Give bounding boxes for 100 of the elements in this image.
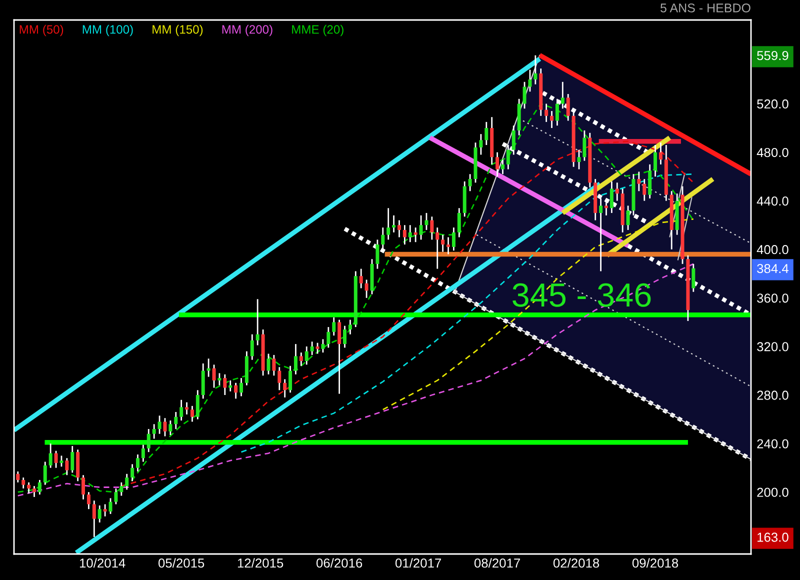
candlestick xyxy=(326,326,330,348)
y-tick-label: 360.0 xyxy=(757,294,788,303)
x-tick-label: 06/2016 xyxy=(316,558,362,568)
candlestick xyxy=(65,457,69,476)
candlestick xyxy=(658,142,662,166)
candlestick xyxy=(392,214,396,234)
candlestick xyxy=(180,399,184,422)
candlestick xyxy=(430,216,434,240)
candlestick xyxy=(654,144,658,178)
candlestick xyxy=(136,454,140,472)
candlestick xyxy=(316,342,320,354)
candlestick xyxy=(359,268,363,289)
candlestick xyxy=(376,238,380,270)
y-tick-label: 480.0 xyxy=(756,148,788,158)
candlestick xyxy=(141,444,145,462)
candlestick xyxy=(27,482,31,494)
candlestick xyxy=(38,479,42,496)
candlestick xyxy=(642,178,646,202)
x-tick-label: 08/2017 xyxy=(474,558,520,568)
candlestick xyxy=(604,200,608,216)
candlestick xyxy=(190,405,194,422)
candlestick xyxy=(534,54,538,86)
text: MM (150) xyxy=(152,24,203,36)
candlestick xyxy=(70,445,74,474)
candlestick xyxy=(496,152,500,178)
candlestick xyxy=(54,450,58,469)
x-tick-label: 12/2015 xyxy=(238,558,284,568)
candlestick xyxy=(22,476,26,490)
candlestick xyxy=(364,279,368,299)
candlestick xyxy=(130,463,134,482)
candlestick xyxy=(256,298,260,346)
y-tick-label: 520.0 xyxy=(757,99,788,109)
candlestick xyxy=(402,224,406,246)
candlestick xyxy=(272,354,276,376)
candlestick xyxy=(528,69,532,92)
chart-title: 5 ANS - HEBDO xyxy=(660,4,750,12)
candlestick xyxy=(441,234,445,252)
candlestick xyxy=(163,417,167,437)
candlestick xyxy=(692,263,696,293)
candlestick xyxy=(457,207,461,238)
x-tick-label: 02/2018 xyxy=(553,558,600,568)
candlestick xyxy=(408,224,412,243)
candlestick xyxy=(48,442,52,469)
candlestick xyxy=(152,423,156,440)
candlestick xyxy=(86,491,90,510)
candlestick xyxy=(146,428,150,453)
candlestick xyxy=(436,226,440,270)
candlestick xyxy=(250,334,254,361)
candlestick xyxy=(174,411,178,430)
candlestick xyxy=(338,319,342,394)
text: MM (100) xyxy=(82,24,133,36)
candlestick xyxy=(419,214,423,240)
candlestick xyxy=(125,473,129,490)
candlestick xyxy=(637,171,641,192)
x-tick-label: 05/2015 xyxy=(158,558,204,568)
line-series xyxy=(240,173,694,453)
candlestick xyxy=(299,352,303,367)
candlestick xyxy=(43,461,47,486)
y-tick-label: 200.0 xyxy=(757,488,788,497)
candlestick xyxy=(82,474,86,500)
candlestick xyxy=(386,207,390,240)
candlestick xyxy=(114,488,118,505)
candlestick xyxy=(120,482,124,496)
candlestick xyxy=(196,389,200,420)
candlestick xyxy=(397,220,401,238)
line-series xyxy=(17,263,694,496)
candlestick xyxy=(60,455,64,468)
candlestick xyxy=(294,343,298,376)
candlestick xyxy=(446,236,450,255)
line-series xyxy=(382,218,694,410)
candlestick xyxy=(32,485,36,498)
candlestick xyxy=(550,110,554,129)
y-tick-label: 559.9 xyxy=(757,50,788,60)
candlestick xyxy=(615,182,619,202)
y-tick-label: 280.0 xyxy=(757,390,788,400)
candlestick xyxy=(582,130,586,162)
candlestick xyxy=(452,226,456,252)
candlestick xyxy=(234,382,238,400)
candlestick xyxy=(168,420,172,436)
text: MME (20) xyxy=(292,24,344,36)
x-tick-label: 01/2017 xyxy=(395,558,441,568)
text: MM (200) xyxy=(222,24,272,36)
candlestick xyxy=(223,374,227,396)
candlestick xyxy=(479,133,483,156)
candlestick xyxy=(544,103,548,123)
y-tick-label: 384.4 xyxy=(757,264,788,274)
candlestick xyxy=(348,319,352,336)
candlestick xyxy=(332,316,336,336)
candlestick xyxy=(103,504,107,518)
candlestick xyxy=(304,346,308,366)
candlestick xyxy=(414,226,418,243)
candlestick xyxy=(218,372,222,386)
y-tick-label: 400.0 xyxy=(756,245,788,254)
candlestick xyxy=(310,340,314,356)
y-tick-label: 240.0 xyxy=(757,439,788,448)
candlestick xyxy=(239,377,243,397)
candlestick xyxy=(278,366,282,391)
candlestick xyxy=(500,158,504,175)
candlestick xyxy=(92,500,96,538)
y-tick-label: 440.0 xyxy=(756,196,788,206)
